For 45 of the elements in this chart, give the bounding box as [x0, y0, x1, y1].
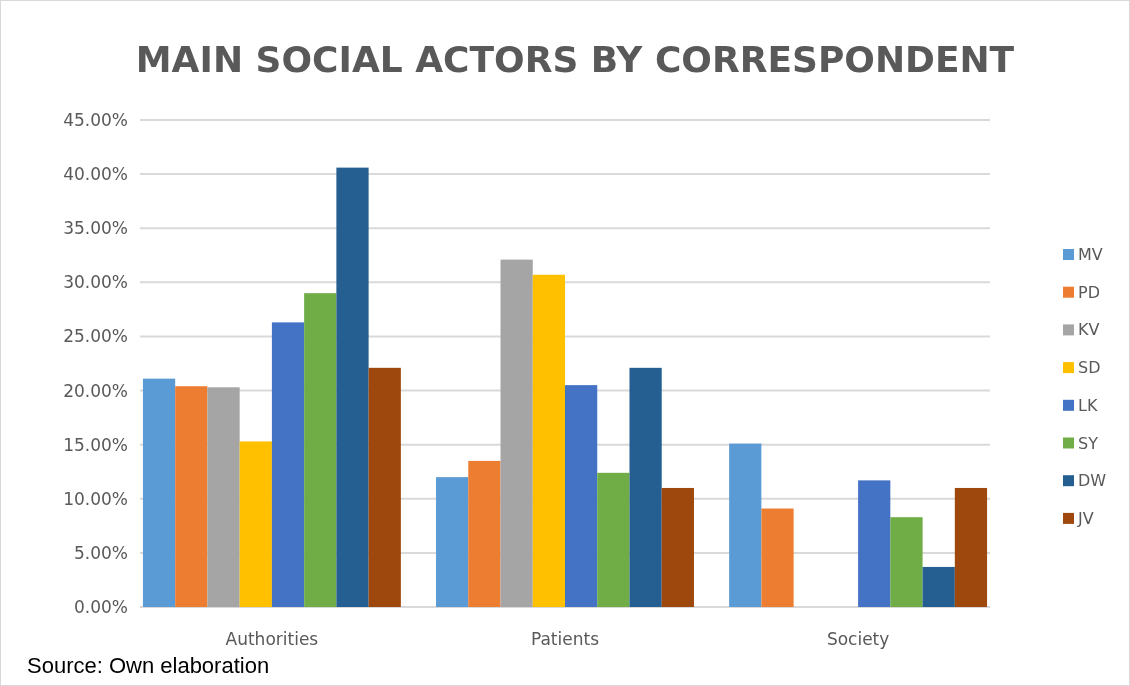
bar: [239, 441, 272, 607]
bar: [922, 566, 955, 607]
legend-label: SD: [1078, 358, 1101, 378]
y-tick-label: 10.00%: [63, 488, 128, 509]
legend-label: PD: [1078, 282, 1100, 302]
legend-label: SY: [1078, 433, 1099, 453]
y-tick-label: 20.00%: [63, 380, 128, 401]
bar: [532, 274, 565, 607]
y-tick-label: 45.00%: [63, 110, 128, 130]
y-tick-label: 5.00%: [73, 542, 128, 563]
x-tick-label: Patients: [530, 629, 600, 649]
y-tick-label: 30.00%: [63, 272, 128, 293]
bar: [954, 487, 988, 607]
bar: [597, 472, 630, 607]
legend-label: MV: [1078, 245, 1103, 264]
bar: [729, 443, 762, 607]
y-tick-label: 35.00%: [63, 218, 128, 239]
bar: [271, 322, 305, 607]
bar: [565, 385, 598, 607]
bar: [629, 367, 662, 607]
bar: [304, 293, 337, 607]
bar: [142, 378, 176, 607]
legend-label: JV: [1077, 508, 1094, 528]
legend-label: KV: [1078, 320, 1100, 340]
bar: [468, 460, 501, 607]
bar: [858, 480, 891, 607]
bar: [336, 167, 369, 607]
bar: [436, 477, 469, 607]
legend-label: DW: [1078, 471, 1107, 491]
bar: [175, 386, 208, 607]
bar: [661, 487, 694, 607]
y-tick-label: 25.00%: [63, 326, 128, 347]
bar: [761, 508, 794, 607]
y-tick-label: 0.00%: [73, 597, 128, 617]
bar: [207, 387, 240, 607]
y-tick-label: 40.00%: [63, 164, 128, 185]
source-note: Source: Own elaboration: [27, 653, 270, 678]
chart-title: MAIN SOCIAL ACTORS BY CORRESPONDENT: [135, 39, 1015, 80]
bar: [368, 367, 401, 607]
legend-label: LK: [1078, 395, 1098, 415]
y-tick-label: 15.00%: [63, 434, 128, 455]
bar: [890, 517, 923, 607]
x-tick-label: Authorities: [225, 629, 319, 649]
bar: [500, 259, 533, 607]
x-tick-label: Society: [826, 629, 890, 649]
